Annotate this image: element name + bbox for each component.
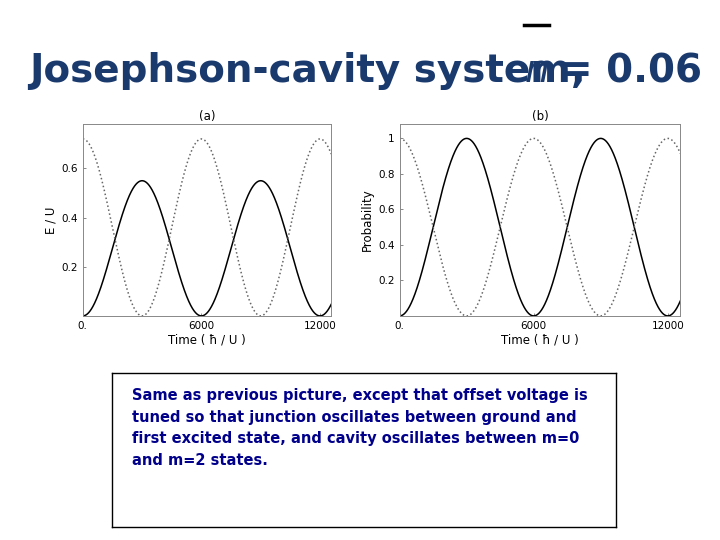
Y-axis label: E / U: E / U [44, 206, 58, 234]
Title: (a): (a) [199, 110, 215, 123]
Text: = 0.06: = 0.06 [560, 52, 702, 90]
Text: $n$: $n$ [524, 52, 548, 90]
Y-axis label: Probability: Probability [361, 188, 374, 252]
X-axis label: Time ( ħ / U ): Time ( ħ / U ) [501, 334, 579, 347]
X-axis label: Time ( ħ / U ): Time ( ħ / U ) [168, 334, 246, 347]
Text: Josephson-cavity system,: Josephson-cavity system, [29, 52, 585, 90]
Text: Same as previous picture, except that offset voltage is
tuned so that junction o: Same as previous picture, except that of… [132, 388, 588, 468]
Title: (b): (b) [531, 110, 549, 123]
